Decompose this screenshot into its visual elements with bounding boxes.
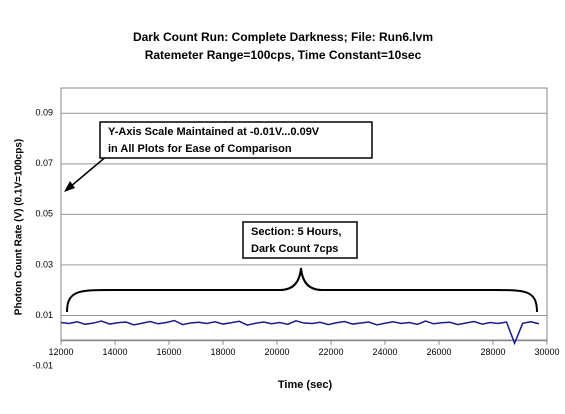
y-tick-label: 0.07 [35, 158, 53, 168]
marks: -0.01 0.01 0.03 0.05 0.07 0.09 12000 14000 16000… [32, 108, 559, 371]
y-tick-label: 0.01 [35, 310, 53, 320]
annotation-text: Dark Count 7cps [251, 243, 338, 255]
annotation-text: Y-Axis Scale Maintained at -0.01V...0.09… [108, 126, 320, 138]
brace [66, 267, 538, 313]
y-axis-label: Photon Count Rate (V) (0.1V=100cps) [14, 139, 25, 315]
data-line [60, 319, 540, 346]
x-tick-label: 28000 [480, 347, 505, 357]
x-tick-label: 18000 [210, 347, 235, 357]
annotation-text: Section: 5 Hours, [251, 226, 341, 238]
x-tick-label: 22000 [318, 347, 343, 357]
annotation-text: in All Plots for Ease of Comparison [108, 143, 292, 155]
chart-title: Dark Count Run: Complete Darkness; File:… [133, 30, 433, 44]
arrow [69, 154, 109, 188]
y-tick-label: -0.01 [32, 360, 53, 370]
chart-subtitle: Ratemeter Range=100cps, Time Constant=10… [145, 48, 422, 62]
arrow-head [64, 181, 75, 192]
annotation-box [99, 121, 373, 159]
annotation-box [242, 221, 358, 259]
x-tick-label: 16000 [156, 347, 181, 357]
x-tick-label: 30000 [534, 347, 559, 357]
y-tick-label: 0.05 [35, 209, 53, 219]
y-tick-label: 0.09 [35, 108, 53, 118]
x-tick-label: 14000 [102, 347, 127, 357]
x-tick-label: 12000 [48, 347, 73, 357]
x-axis-label: Time (sec) [278, 379, 333, 391]
x-tick-label: 24000 [372, 347, 397, 357]
x-tick-label: 20000 [264, 347, 289, 357]
y-tick-label: 0.03 [35, 259, 53, 269]
x-tick-label: 26000 [426, 347, 451, 357]
